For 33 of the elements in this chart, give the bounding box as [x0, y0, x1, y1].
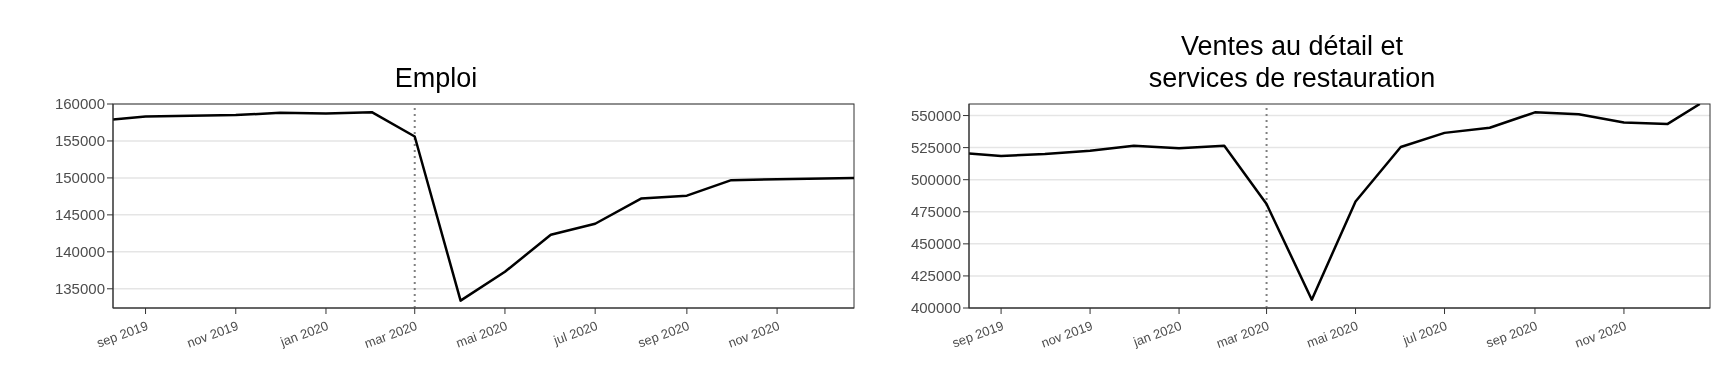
- y-tick-label: 400000: [910, 299, 961, 317]
- x-tick-label: sep 2020: [635, 318, 692, 351]
- x-tick-label: nov 2019: [1039, 318, 1095, 351]
- x-tick-label: jan 2020: [1130, 318, 1184, 350]
- x-tick-label: jul 2020: [550, 318, 600, 349]
- line-series: [969, 104, 1702, 301]
- x-tick-label: mai 2020: [454, 318, 510, 351]
- y-tick-label: 135000: [54, 280, 105, 298]
- x-tick-label: mar 2020: [362, 318, 420, 351]
- chart-title: Ventes au détail et services de restauration: [1147, 30, 1437, 95]
- x-tick-label: nov 2019: [184, 318, 241, 351]
- y-tick-label: 160000: [54, 95, 105, 113]
- x-tick-label: sep 2019: [950, 318, 1006, 351]
- y-tick-label: 500000: [910, 171, 961, 189]
- x-tick-label: jan 2020: [277, 318, 331, 350]
- y-tick-label: 525000: [910, 138, 961, 156]
- chart-title: Emploi: [394, 63, 478, 93]
- y-tick-label: 450000: [910, 235, 961, 253]
- x-tick-label: sep 2019: [94, 318, 150, 351]
- y-tick-label: 550000: [910, 106, 961, 124]
- x-tick-label: mar 2020: [1214, 318, 1272, 351]
- y-tick-label: 140000: [54, 243, 105, 261]
- x-tick-label: nov 2020: [1572, 318, 1629, 351]
- y-tick-label: 475000: [910, 203, 961, 221]
- line-series: [113, 110, 854, 302]
- x-tick-label: sep 2020: [1484, 318, 1540, 351]
- y-tick-label: 145000: [54, 206, 105, 224]
- x-tick-label: mai 2020: [1304, 318, 1360, 351]
- x-tick-label: jul 2020: [1400, 318, 1449, 349]
- x-tick-label: nov 2020: [726, 318, 782, 351]
- y-tick-label: 425000: [910, 267, 961, 285]
- y-tick-label: 150000: [54, 169, 105, 187]
- y-tick-label: 155000: [54, 132, 105, 150]
